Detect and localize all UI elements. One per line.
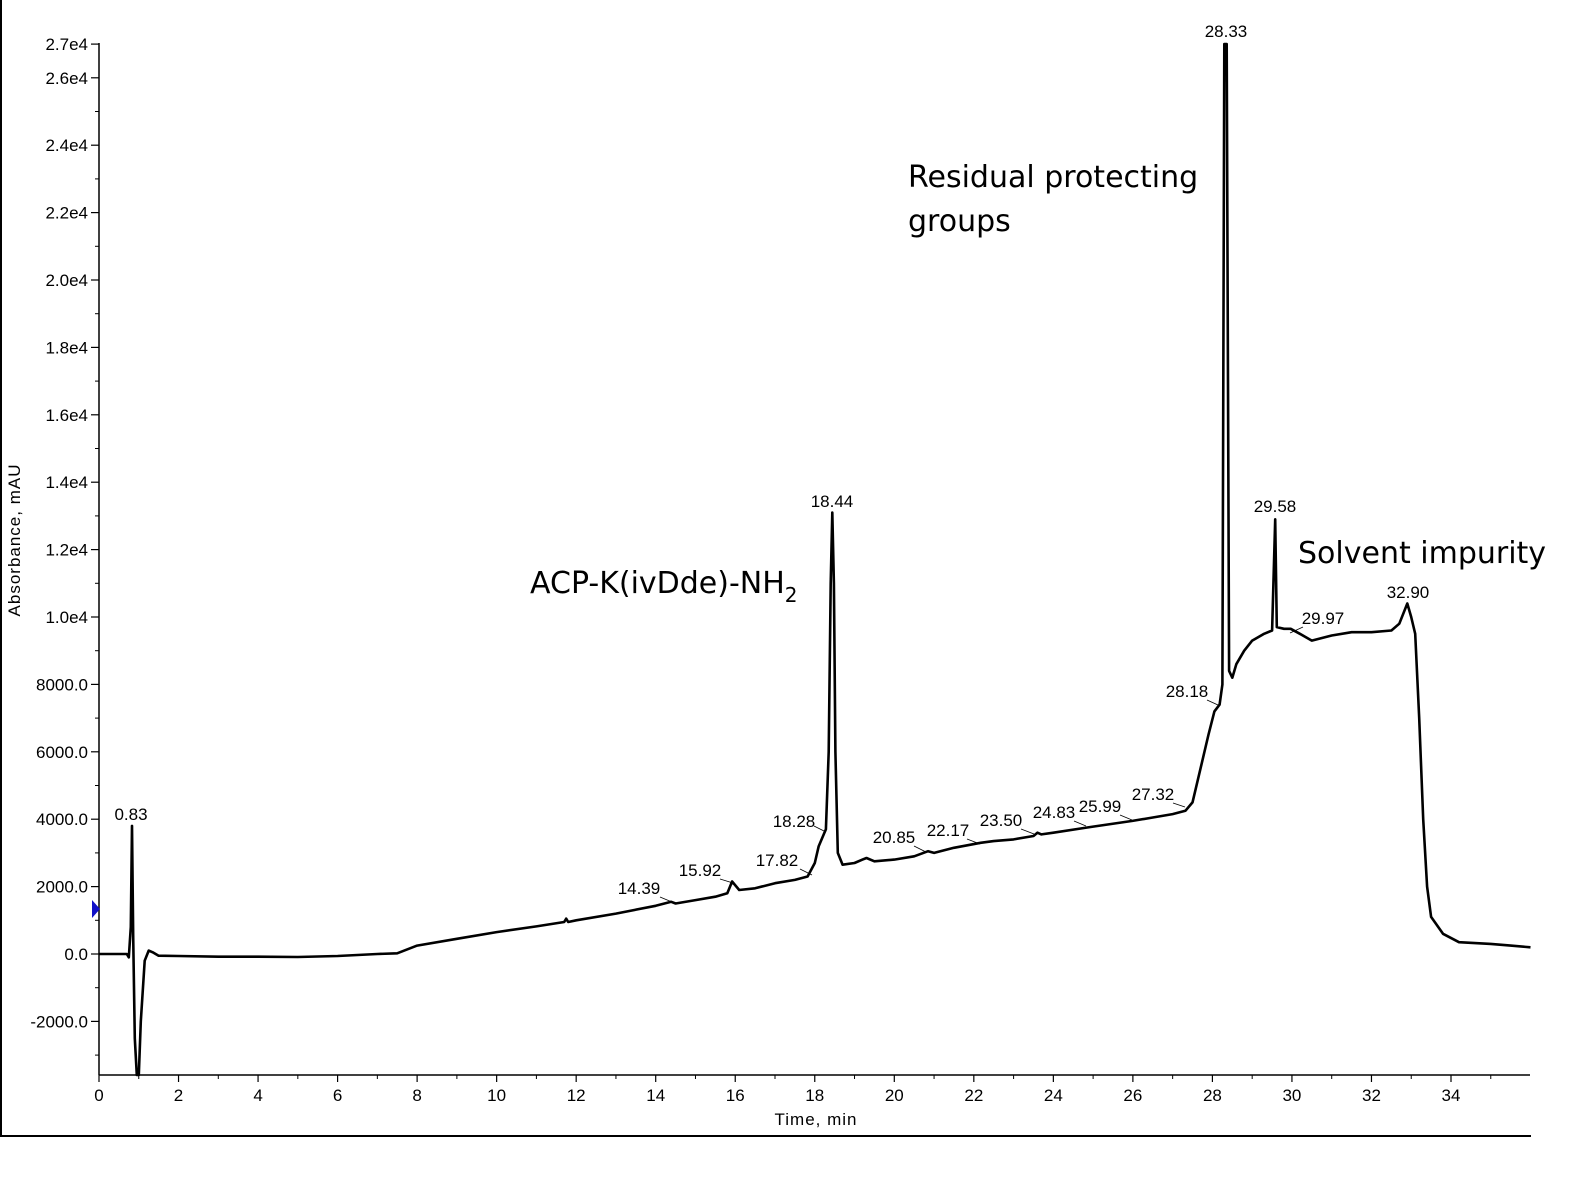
peak-label-leader bbox=[966, 838, 981, 845]
x-tick-label: 6 bbox=[333, 1086, 342, 1105]
peak-label: 29.97 bbox=[1302, 609, 1345, 628]
x-tick-label: 26 bbox=[1123, 1086, 1142, 1105]
y-tick-label: 8000.0 bbox=[36, 675, 88, 694]
peak-label: 18.44 bbox=[811, 492, 854, 511]
x-tick-label: 14 bbox=[646, 1086, 665, 1105]
annotation-acp-main: ACP-K(ivDde)-NH bbox=[530, 566, 785, 601]
annotation-solvent-impurity: Solvent impurity bbox=[1298, 536, 1546, 571]
annotation-acp-peptide: ACP-K(ivDde)-NH2 bbox=[530, 566, 798, 607]
x-tick-label: 2 bbox=[174, 1086, 183, 1105]
peak-label-leader bbox=[659, 896, 673, 903]
threshold-marker-icon bbox=[92, 900, 100, 918]
x-tick-label: 28 bbox=[1203, 1086, 1222, 1105]
x-tick-label: 12 bbox=[567, 1086, 586, 1105]
peak-label-leader bbox=[813, 825, 827, 833]
y-axis-ticks: -2000.0 0.0 2000.0 4000.0 6000.0 8000.0 1.0e4 1… bbox=[30, 35, 99, 1056]
peak-label: 29.58 bbox=[1254, 497, 1297, 516]
x-axis-ticks: 0 2 4 6 8 10 12 14 16 18 20 22 24 26 28 30 32 34 bbox=[94, 1075, 1492, 1105]
x-tick-label: 34 bbox=[1442, 1086, 1461, 1105]
y-tick-label: 0.0 bbox=[64, 945, 88, 964]
x-tick-label: 20 bbox=[885, 1086, 904, 1105]
x-tick-label: 32 bbox=[1362, 1086, 1381, 1105]
y-tick-label: 6000.0 bbox=[36, 743, 88, 762]
peak-label-leader bbox=[1119, 814, 1133, 821]
x-tick-label: 24 bbox=[1044, 1086, 1063, 1105]
annotation-residual-line1: Residual protecting bbox=[908, 160, 1198, 195]
x-tick-label: 22 bbox=[964, 1086, 983, 1105]
y-tick-label: 2.6e4 bbox=[45, 69, 88, 88]
y-tick-label: 2.7e4 bbox=[45, 35, 88, 54]
peak-label: 22.17 bbox=[927, 821, 970, 840]
peak-label: 23.50 bbox=[980, 811, 1023, 830]
x-tick-label: 16 bbox=[726, 1086, 745, 1105]
y-tick-label: 2.0e4 bbox=[45, 271, 88, 290]
peak-label: 20.85 bbox=[873, 828, 916, 847]
y-tick-label: -2000.0 bbox=[30, 1012, 88, 1031]
x-tick-label: 10 bbox=[487, 1086, 506, 1105]
y-tick-label: 2.2e4 bbox=[45, 204, 88, 223]
axes: -2000.0 0.0 2000.0 4000.0 6000.0 8000.0 1.0e4 1… bbox=[30, 35, 1530, 1105]
y-tick-label: 1.2e4 bbox=[45, 541, 88, 560]
y-tick-label: 4000.0 bbox=[36, 810, 88, 829]
peak-label-leader bbox=[1172, 802, 1186, 808]
peak-label: 28.33 bbox=[1205, 22, 1248, 41]
peak-label-leader bbox=[1206, 699, 1219, 706]
peak-labels: 0.83 14.39 15.92 17.82 18.28 18.44 20.85 22.17 2… bbox=[114, 22, 1430, 903]
peak-label: 18.28 bbox=[773, 812, 816, 831]
peak-label-leader bbox=[1073, 820, 1087, 827]
annotation-acp-subscript: 2 bbox=[785, 583, 798, 607]
x-tick-label: 4 bbox=[253, 1086, 262, 1105]
y-tick-label: 1.6e4 bbox=[45, 406, 88, 425]
y-tick-label: 1.0e4 bbox=[45, 608, 88, 627]
x-tick-label: 8 bbox=[412, 1086, 421, 1105]
x-tick-label: 18 bbox=[805, 1086, 824, 1105]
x-axis-title: Time, min bbox=[775, 1110, 858, 1129]
y-tick-label: 2.4e4 bbox=[45, 136, 88, 155]
y-tick-label: 1.4e4 bbox=[45, 473, 88, 492]
peak-label: 15.92 bbox=[679, 861, 722, 880]
peak-label: 32.90 bbox=[1387, 583, 1430, 602]
peak-label: 24.83 bbox=[1033, 803, 1076, 822]
y-axis-title: Absorbance, mAU bbox=[5, 464, 24, 617]
peak-label: 0.83 bbox=[114, 805, 147, 824]
peak-label: 17.82 bbox=[756, 851, 799, 870]
peak-label: 25.99 bbox=[1079, 797, 1122, 816]
x-tick-label: 0 bbox=[94, 1086, 103, 1105]
peak-label-leader bbox=[1020, 828, 1035, 835]
peak-label-leader bbox=[1289, 626, 1304, 634]
y-tick-label: 2000.0 bbox=[36, 878, 88, 897]
annotation-residual-line2: groups bbox=[908, 204, 1011, 239]
y-tick-label: 1.8e4 bbox=[45, 338, 88, 357]
x-tick-label: 30 bbox=[1282, 1086, 1301, 1105]
chromatogram-trace bbox=[99, 42, 1531, 1077]
peak-label-leader bbox=[913, 845, 927, 853]
peak-label-leader bbox=[799, 868, 813, 876]
peak-label: 27.32 bbox=[1132, 785, 1175, 804]
peak-label: 28.18 bbox=[1166, 682, 1209, 701]
peak-label: 14.39 bbox=[618, 879, 661, 898]
peak-label-leader bbox=[719, 878, 734, 884]
